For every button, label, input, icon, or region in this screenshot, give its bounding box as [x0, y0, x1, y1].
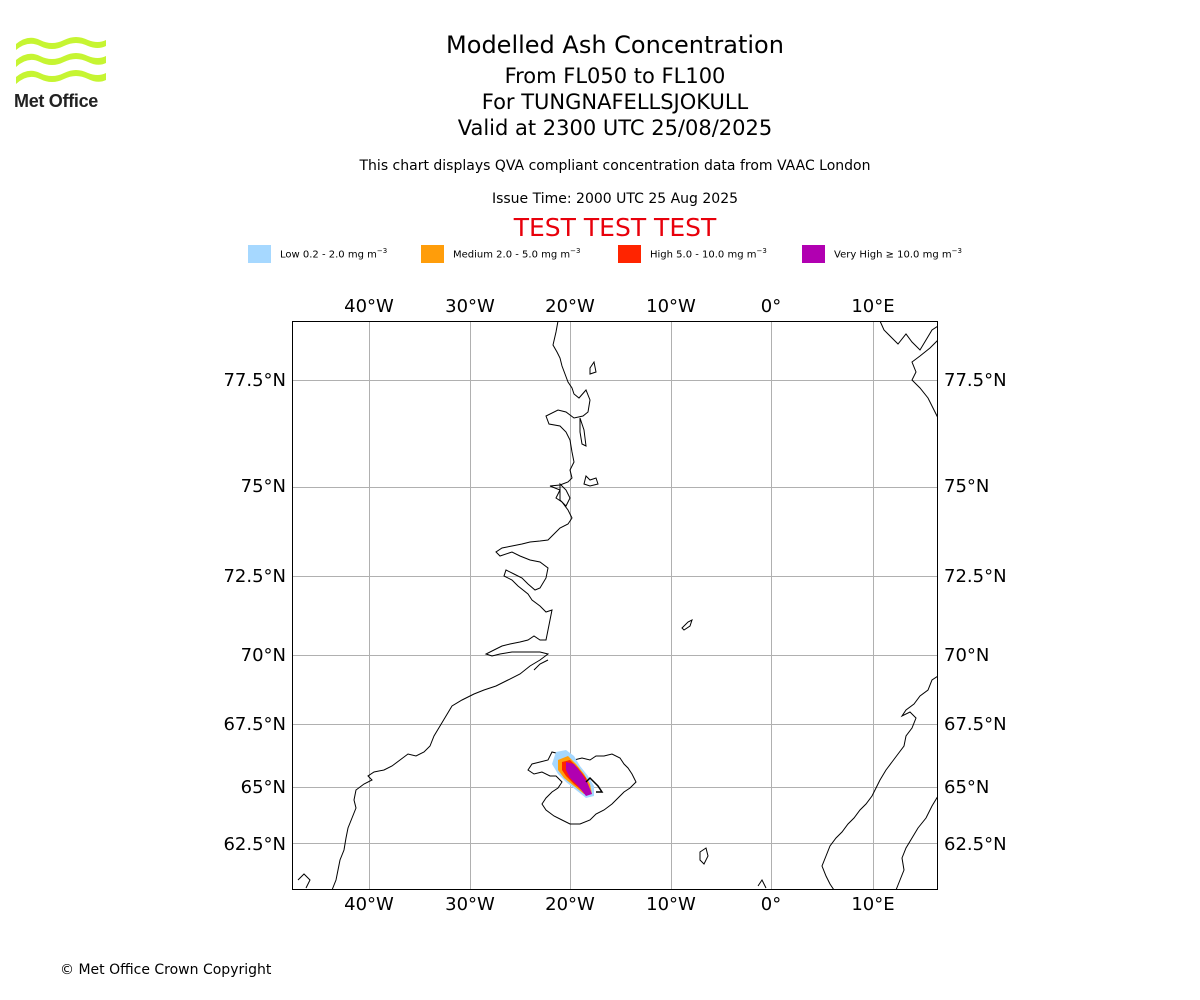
test-banner: TEST TEST TEST: [513, 213, 717, 242]
met-office-logo-icon: [16, 37, 106, 84]
lon-tick-bottom: 20°W: [545, 894, 595, 915]
lon-tick-bottom: 30°W: [445, 894, 495, 915]
legend-label-low: Low 0.2 - 2.0 mg m−3: [280, 247, 388, 261]
lat-tick-right: 62.5°N: [944, 834, 1007, 855]
lat-tick-left: 75°N: [241, 476, 286, 497]
lon-tick-bottom: 0°: [761, 894, 781, 915]
ash-very-high-area: [566, 762, 592, 796]
lon-tick-top: 30°W: [445, 296, 495, 317]
norway-coastline: [821, 675, 938, 890]
lat-tick-left: 62.5°N: [223, 834, 286, 855]
map-frame: [292, 321, 938, 890]
brand-name: Met Office: [14, 91, 99, 111]
copyright-notice: © Met Office Crown Copyright: [60, 962, 272, 978]
legend-item-very-high: Very High ≥ 10.0 mg m−3: [802, 244, 962, 264]
shetland-islands: [757, 879, 767, 889]
lat-tick-left: 77.5°N: [223, 370, 286, 391]
greenland-fjord: [533, 659, 549, 671]
legend-item-high: High 5.0 - 10.0 mg m−3: [618, 244, 767, 264]
legend-item-low: Low 0.2 - 2.0 mg m−3: [248, 244, 387, 264]
legend-label-medium: Medium 2.0 - 5.0 mg m−3: [453, 247, 581, 261]
lat-tick-left: 67.5°N: [223, 714, 286, 735]
legend-swatch-low: [248, 245, 271, 263]
chart-description: This chart displays QVA compliant concen…: [359, 158, 871, 174]
lat-tick-right: 65°N: [944, 777, 989, 798]
lat-tick-right: 72.5°N: [944, 566, 1007, 587]
lon-tick-top: 0°: [761, 296, 781, 317]
legend-swatch-very-high: [802, 245, 825, 263]
lon-tick-top: 10°E: [851, 296, 894, 317]
legend-label-very-high: Very High ≥ 10.0 mg m−3: [834, 247, 962, 261]
valid-time: Valid at 2300 UTC 25/08/2025: [457, 116, 773, 140]
lon-tick-top: 40°W: [344, 296, 394, 317]
legend-swatch-medium: [421, 245, 444, 263]
lat-tick-right: 75°N: [944, 476, 989, 497]
lon-tick-top: 20°W: [545, 296, 595, 317]
issue-time: Issue Time: 2000 UTC 25 Aug 2025: [491, 191, 739, 207]
norway-coastline: [895, 795, 938, 890]
lat-tick-left: 65°N: [241, 777, 286, 798]
greenland-island: [589, 360, 597, 375]
ash-plume: [552, 750, 604, 798]
volcano-marker-icon: [585, 776, 604, 793]
lat-tick-right: 67.5°N: [944, 714, 1007, 735]
chart-title: Modelled Ash Concentration: [446, 31, 784, 59]
greenland-island: [579, 417, 587, 447]
faroe-islands: [699, 847, 709, 865]
labrador-coastline: [297, 873, 311, 889]
lat-tick-left: 70°N: [241, 645, 286, 666]
map-gridlines: [292, 321, 938, 890]
legend-swatch-high: [618, 245, 641, 263]
lon-tick-bottom: 10°E: [851, 894, 894, 915]
greenland-island: [559, 482, 571, 507]
greenland-island: [583, 475, 599, 487]
greenland-coastline: [331, 321, 591, 890]
legend-item-medium: Medium 2.0 - 5.0 mg m−3: [421, 244, 580, 264]
lon-tick-bottom: 10°W: [646, 894, 696, 915]
lat-tick-right: 70°N: [944, 645, 989, 666]
svalbard-coastline: [911, 339, 938, 419]
lat-tick-left: 72.5°N: [223, 566, 286, 587]
jan-mayen-island: [681, 619, 693, 631]
flight-level-range: From FL050 to FL100: [504, 64, 726, 88]
volcano-name: For TUNGNAFELLSJOKULL: [481, 90, 749, 114]
lon-tick-top: 10°W: [646, 296, 696, 317]
svalbard-coastline: [879, 321, 938, 351]
lon-tick-bottom: 40°W: [344, 894, 394, 915]
lat-tick-right: 77.5°N: [944, 370, 1007, 391]
legend-label-high: High 5.0 - 10.0 mg m−3: [650, 247, 767, 261]
